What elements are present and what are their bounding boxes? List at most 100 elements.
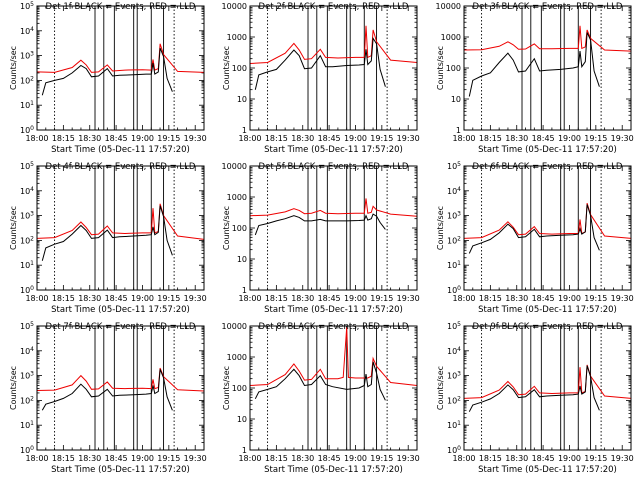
x-tick-label: 18:45: [532, 294, 555, 303]
x-tick-label: 18:00: [452, 454, 475, 463]
x-tick-label: 19:30: [397, 294, 420, 303]
x-tick-label: 19:15: [370, 294, 393, 303]
y-tick-label: 100: [447, 445, 461, 455]
chart-title: Det 2f BLACK = Events, RED = LLD: [259, 2, 409, 12]
x-tick-label: 18:15: [479, 134, 502, 143]
series-line-events: [468, 365, 600, 412]
chart-panel-3: 1 10 100 1000 10000 18:00 18:15 18:30 18:45 19:00…: [436, 2, 634, 155]
y-tick-label: 10: [237, 415, 247, 424]
y-tick-label: 104: [20, 186, 34, 196]
y-tick-label: 100: [20, 285, 34, 295]
chart-title: Det 7f BLACK = Events, RED = LLD: [46, 322, 196, 332]
x-axis-label: Start Time (05-Dec-11 17:57:20): [51, 465, 190, 475]
x-tick-label: 19:00: [131, 294, 154, 303]
x-tick-label: 18:00: [238, 134, 261, 143]
series-line-lld: [463, 364, 632, 399]
y-tick-label: 100: [232, 64, 247, 73]
x-axis-label: Start Time (05-Dec-11 17:57:20): [264, 305, 403, 315]
chart-panel-2: 1 10 100 1000 10000 18:00 18:15 18:30 18:45 19:00…: [222, 2, 420, 155]
y-tick-label: 100: [446, 64, 461, 73]
series-line-events: [254, 361, 386, 401]
x-tick-label: 19:30: [397, 134, 420, 143]
y-tick-label: 1000: [441, 33, 461, 42]
x-tick-label: 18:30: [78, 454, 101, 463]
series-line-events: [41, 205, 173, 261]
y-tick-label: 105: [447, 321, 461, 331]
x-axis-label: Start Time (05-Dec-11 17:57:20): [51, 305, 190, 315]
y-tick-label: 103: [20, 51, 34, 61]
y-axis-label: Counts/sec: [9, 366, 18, 410]
series-line-lld: [463, 25, 632, 52]
x-tick-label: 18:00: [25, 294, 48, 303]
y-tick-label: 105: [20, 1, 34, 11]
y-tick-label: 100: [20, 125, 34, 135]
x-tick-label: 19:00: [344, 294, 367, 303]
x-tick-label: 18:15: [52, 454, 75, 463]
y-tick-label: 100: [447, 285, 461, 295]
y-axis-label: Counts/sec: [436, 46, 445, 90]
x-axis-label: Start Time (05-Dec-11 17:57:20): [264, 145, 403, 155]
y-axis-label: Counts/sec: [222, 206, 231, 250]
x-tick-label: 18:30: [505, 454, 528, 463]
x-tick-label: 18:15: [265, 134, 288, 143]
y-tick-label: 103: [447, 211, 461, 221]
x-tick-label: 19:30: [184, 134, 207, 143]
x-tick-label: 19:00: [131, 134, 154, 143]
y-tick-label: 101: [20, 420, 34, 430]
y-axis-label: Counts/sec: [222, 366, 231, 410]
x-axis-label: Start Time (05-Dec-11 17:57:20): [478, 305, 617, 315]
x-tick-label: 19:00: [558, 454, 581, 463]
x-tick-label: 19:15: [157, 294, 180, 303]
plot-frame: [36, 165, 205, 291]
x-tick-label: 18:30: [505, 134, 528, 143]
y-tick-label: 1000: [227, 33, 247, 42]
y-tick-label: 101: [20, 260, 34, 270]
y-tick-label: 1: [242, 446, 247, 455]
x-tick-label: 18:15: [479, 294, 502, 303]
y-tick-label: 100: [232, 224, 247, 233]
y-axis-label: Counts/sec: [9, 206, 18, 250]
chart-title: Det 8f BLACK = Events, RED = LLD: [259, 322, 409, 332]
plot-frame: [249, 165, 418, 291]
x-tick-label: 19:30: [611, 134, 634, 143]
y-tick-label: 1: [242, 126, 247, 135]
y-tick-label: 103: [20, 211, 34, 221]
x-tick-label: 18:30: [291, 294, 314, 303]
x-tick-label: 18:30: [78, 134, 101, 143]
x-tick-label: 18:15: [479, 454, 502, 463]
y-tick-label: 104: [447, 186, 461, 196]
x-tick-label: 18:45: [105, 294, 128, 303]
y-tick-label: 105: [447, 161, 461, 171]
x-tick-label: 18:15: [52, 134, 75, 143]
chart-title: Det 1f BLACK = Events, RED = LLD: [46, 2, 196, 12]
y-tick-label: 10: [237, 95, 247, 104]
x-tick-label: 19:15: [584, 294, 607, 303]
y-tick-label: 10000: [222, 322, 247, 331]
x-axis-label: Start Time (05-Dec-11 17:57:20): [478, 145, 617, 155]
x-tick-label: 19:30: [611, 454, 634, 463]
y-tick-label: 105: [20, 321, 34, 331]
x-tick-label: 19:00: [558, 134, 581, 143]
chart-title: Det 6f BLACK = Events, RED = LLD: [473, 162, 623, 172]
y-tick-label: 100: [232, 384, 247, 393]
series-line-events: [41, 47, 173, 96]
x-tick-label: 19:15: [157, 134, 180, 143]
x-tick-label: 18:00: [238, 294, 261, 303]
plot-frame: [463, 5, 632, 131]
y-tick-label: 104: [20, 26, 34, 36]
x-tick-label: 19:30: [184, 294, 207, 303]
y-axis-label: Counts/sec: [436, 366, 445, 410]
series-line-lld: [36, 367, 205, 392]
chart-title: Det 4f BLACK = Events, RED = LLD: [46, 162, 196, 172]
x-tick-label: 18:45: [318, 294, 341, 303]
x-tick-label: 18:45: [105, 454, 128, 463]
y-axis-label: Counts/sec: [436, 206, 445, 250]
x-tick-label: 19:00: [344, 134, 367, 143]
y-tick-label: 1: [242, 286, 247, 295]
y-tick-label: 10000: [436, 2, 461, 11]
chart-title: Det 3f BLACK = Events, RED = LLD: [473, 2, 623, 12]
